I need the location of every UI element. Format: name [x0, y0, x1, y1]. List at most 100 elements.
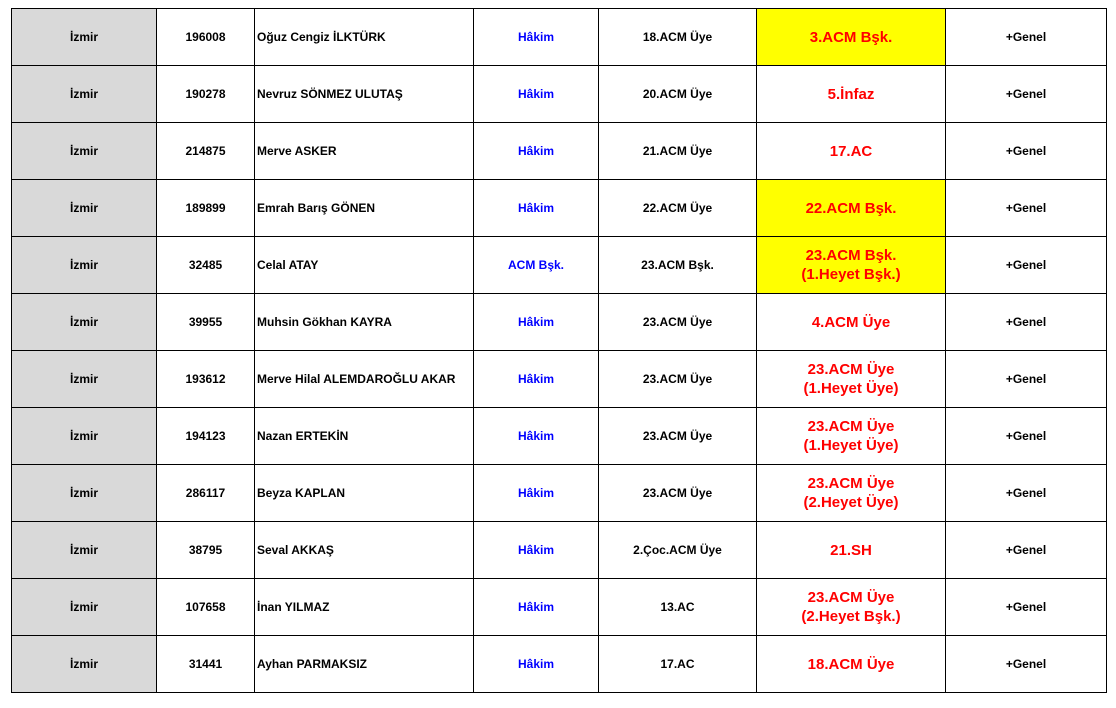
sicil-cell: 193612 — [156, 350, 255, 408]
title-cell: Hâkim — [473, 8, 599, 66]
new-position-cell: 21.SH — [756, 521, 946, 579]
new-position-cell: 5.İnfaz — [756, 65, 946, 123]
assignment-table: İzmir 196008 Oğuz Cengiz İLKTÜRK Hâkim 18.AC… — [11, 8, 1107, 693]
new-position-cell: 17.AC — [756, 122, 946, 180]
title-cell: Hâkim — [473, 65, 599, 123]
name-cell: Celal ATAY — [254, 236, 474, 294]
table-row: İzmir 39955 Muhsin Gökhan KAYRA Hâkim 23.ACM… — [11, 293, 1107, 351]
note-cell: +Genel — [945, 236, 1107, 294]
new-position-line: 23.ACM Üye — [807, 589, 895, 606]
note-cell: +Genel — [945, 65, 1107, 123]
name-cell: Emrah Barış GÖNEN — [254, 179, 474, 237]
new-position-line: 23.ACM Üye — [807, 475, 895, 492]
new-position-line: (1.Heyet Üye) — [803, 437, 899, 454]
current-position-cell: 23.ACM Üye — [598, 407, 757, 465]
city-cell: İzmir — [11, 635, 157, 693]
title-cell: Hâkim — [473, 179, 599, 237]
new-position-line: (1.Heyet Üye) — [803, 380, 899, 397]
name-cell: Muhsin Gökhan KAYRA — [254, 293, 474, 351]
name-cell: Nevruz SÖNMEZ ULUTAŞ — [254, 65, 474, 123]
note-cell: +Genel — [945, 464, 1107, 522]
title-cell: Hâkim — [473, 464, 599, 522]
new-position-cell: 23.ACM Üye (2.Heyet Bşk.) — [756, 578, 946, 636]
city-cell: İzmir — [11, 578, 157, 636]
table-row: İzmir 32485 Celal ATAY ACM Bşk. 23.ACM Bşk. 2… — [11, 236, 1107, 294]
city-cell: İzmir — [11, 236, 157, 294]
note-cell: +Genel — [945, 578, 1107, 636]
title-cell: Hâkim — [473, 635, 599, 693]
table-row: İzmir 193612 Merve Hilal ALEMDAROĞLU AKAR H… — [11, 350, 1107, 408]
current-position-cell: 21.ACM Üye — [598, 122, 757, 180]
note-cell: +Genel — [945, 350, 1107, 408]
title-cell: Hâkim — [473, 578, 599, 636]
table-row: İzmir 214875 Merve ASKER Hâkim 21.ACM Üye 17.… — [11, 122, 1107, 180]
new-position-line: 17.AC — [829, 142, 873, 160]
current-position-cell: 17.AC — [598, 635, 757, 693]
note-cell: +Genel — [945, 8, 1107, 66]
new-position-line: 23.ACM Üye — [807, 361, 895, 378]
title-cell: ACM Bşk. — [473, 236, 599, 294]
city-cell: İzmir — [11, 407, 157, 465]
table-row: İzmir 189899 Emrah Barış GÖNEN Hâkim 22.ACM … — [11, 179, 1107, 237]
city-cell: İzmir — [11, 122, 157, 180]
sicil-cell: 31441 — [156, 635, 255, 693]
table-row: İzmir 196008 Oğuz Cengiz İLKTÜRK Hâkim 18.AC… — [11, 8, 1107, 66]
current-position-cell: 20.ACM Üye — [598, 65, 757, 123]
name-cell: Merve Hilal ALEMDAROĞLU AKAR — [254, 350, 474, 408]
new-position-cell: 23.ACM Üye (1.Heyet Üye) — [756, 407, 946, 465]
sicil-cell: 194123 — [156, 407, 255, 465]
sicil-cell: 39955 — [156, 293, 255, 351]
table-row: İzmir 107658 İnan YILMAZ Hâkim 13.AC 23.ACM Ü… — [11, 578, 1107, 636]
current-position-cell: 23.ACM Üye — [598, 293, 757, 351]
current-position-cell: 23.ACM Üye — [598, 464, 757, 522]
new-position-line: 3.ACM Bşk. — [809, 28, 893, 46]
name-cell: Ayhan PARMAKSIZ — [254, 635, 474, 693]
new-position-cell: 22.ACM Bşk. — [756, 179, 946, 237]
new-position-cell: 18.ACM Üye — [756, 635, 946, 693]
sicil-cell: 32485 — [156, 236, 255, 294]
city-cell: İzmir — [11, 293, 157, 351]
title-cell: Hâkim — [473, 350, 599, 408]
name-cell: İnan YILMAZ — [254, 578, 474, 636]
new-position-line: 4.ACM Üye — [811, 313, 891, 331]
sicil-cell: 286117 — [156, 464, 255, 522]
name-cell: Merve ASKER — [254, 122, 474, 180]
current-position-cell: 13.AC — [598, 578, 757, 636]
sicil-cell: 196008 — [156, 8, 255, 66]
name-cell: Nazan ERTEKİN — [254, 407, 474, 465]
new-position-cell: 23.ACM Üye (2.Heyet Üye) — [756, 464, 946, 522]
sicil-cell: 214875 — [156, 122, 255, 180]
city-cell: İzmir — [11, 179, 157, 237]
note-cell: +Genel — [945, 179, 1107, 237]
new-position-cell: 23.ACM Üye (1.Heyet Üye) — [756, 350, 946, 408]
sicil-cell: 190278 — [156, 65, 255, 123]
new-position-line: 23.ACM Üye — [807, 418, 895, 435]
note-cell: +Genel — [945, 635, 1107, 693]
title-cell: Hâkim — [473, 293, 599, 351]
new-position-cell: 23.ACM Bşk. (1.Heyet Bşk.) — [756, 236, 946, 294]
city-cell: İzmir — [11, 8, 157, 66]
note-cell: +Genel — [945, 293, 1107, 351]
current-position-cell: 22.ACM Üye — [598, 179, 757, 237]
city-cell: İzmir — [11, 521, 157, 579]
table-row: İzmir 194123 Nazan ERTEKİN Hâkim 23.ACM Üye 2… — [11, 407, 1107, 465]
note-cell: +Genel — [945, 122, 1107, 180]
new-position-line: 22.ACM Bşk. — [805, 199, 897, 217]
new-position-cell: 3.ACM Bşk. — [756, 8, 946, 66]
name-cell: Beyza KAPLAN — [254, 464, 474, 522]
city-cell: İzmir — [11, 350, 157, 408]
sicil-cell: 38795 — [156, 521, 255, 579]
table-row: İzmir 190278 Nevruz SÖNMEZ ULUTAŞ Hâkim 20.A… — [11, 65, 1107, 123]
title-cell: Hâkim — [473, 122, 599, 180]
title-cell: Hâkim — [473, 521, 599, 579]
current-position-cell: 23.ACM Bşk. — [598, 236, 757, 294]
sicil-cell: 189899 — [156, 179, 255, 237]
new-position-line: 18.ACM Üye — [807, 655, 895, 673]
new-position-line: (1.Heyet Bşk.) — [801, 266, 901, 283]
note-cell: +Genel — [945, 521, 1107, 579]
note-cell: +Genel — [945, 407, 1107, 465]
new-position-line: (2.Heyet Bşk.) — [801, 608, 901, 625]
new-position-cell: 4.ACM Üye — [756, 293, 946, 351]
sicil-cell: 107658 — [156, 578, 255, 636]
title-cell: Hâkim — [473, 407, 599, 465]
